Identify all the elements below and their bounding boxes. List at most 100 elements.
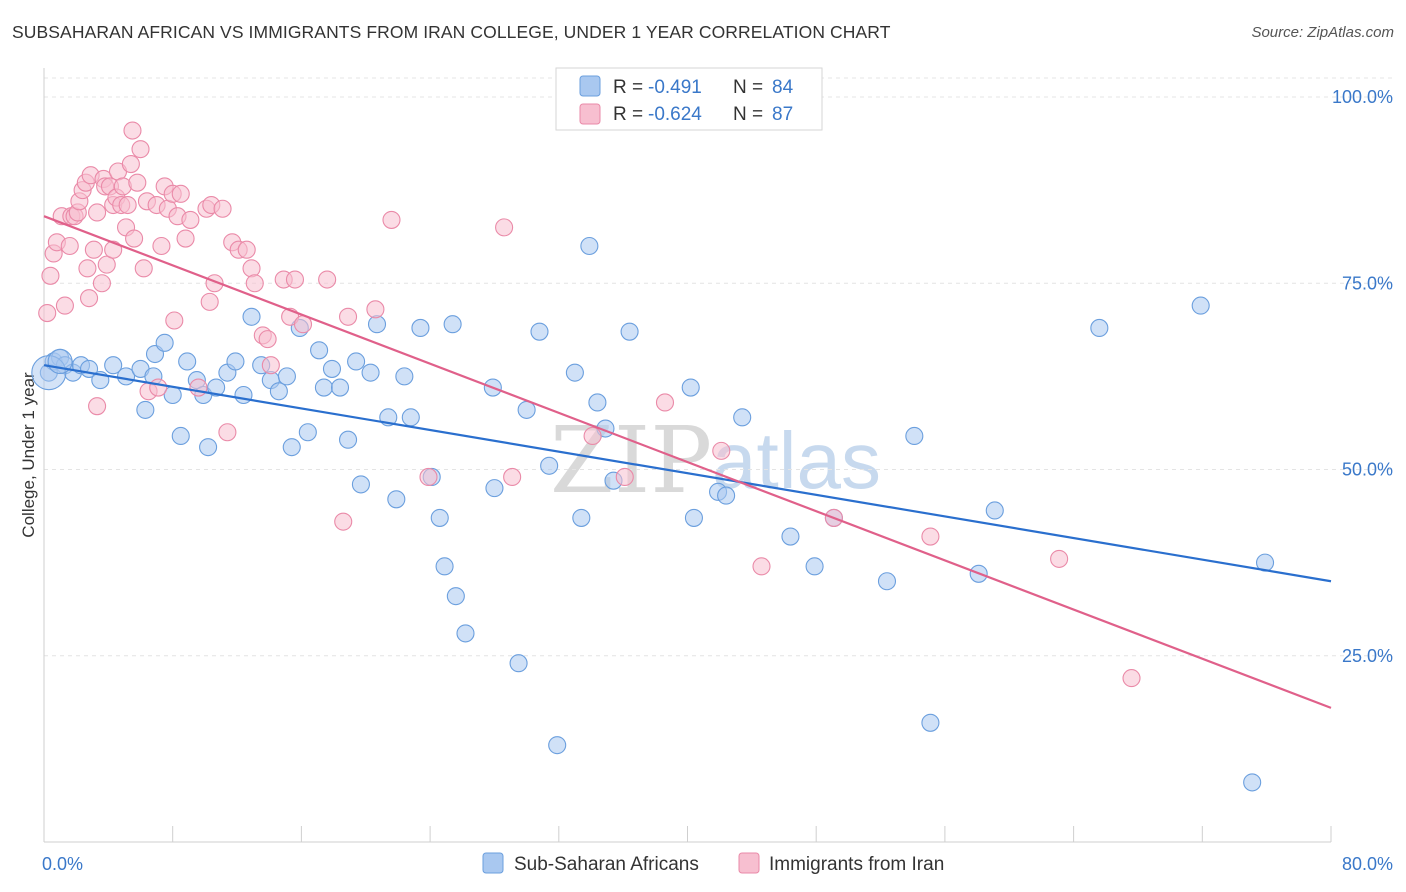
series-legend-label-pink: Immigrants from Iran	[769, 854, 944, 875]
point-1-82	[752, 557, 771, 576]
point-0-37	[339, 430, 358, 449]
point-0-17	[178, 352, 197, 371]
stats-legend-n-label-2: N =	[733, 104, 763, 125]
gridlines	[44, 77, 1392, 657]
y-tick-label-100: 100.0%	[1332, 87, 1393, 107]
point-1-19	[92, 274, 111, 293]
x-tick-label-max: 80.0%	[1342, 854, 1393, 874]
point-0-21	[207, 378, 226, 397]
point-1-50	[181, 210, 200, 229]
point-1-49	[176, 229, 195, 248]
point-0-67	[681, 378, 700, 397]
x-tick-label-min: 0.0%	[42, 854, 83, 874]
point-1-62	[245, 274, 264, 293]
point-1-34	[125, 229, 144, 248]
point-1-31	[118, 195, 137, 215]
point-0-57	[530, 322, 549, 341]
point-1-64	[258, 330, 277, 349]
point-0-29	[277, 367, 296, 386]
point-1-78	[583, 426, 602, 446]
point-0-28	[269, 382, 288, 401]
y-tick-label-50: 50.0%	[1342, 460, 1393, 480]
watermark: ZIP atlas	[550, 407, 881, 514]
watermark-zip: ZIP	[550, 407, 712, 514]
point-1-85	[1050, 549, 1069, 568]
stats-legend-n-label-1: N =	[733, 77, 763, 98]
point-0-66	[620, 322, 639, 341]
point-1-80	[655, 393, 675, 412]
point-1-46	[165, 311, 184, 330]
x-axis-ticks	[43, 826, 1332, 842]
point-0-25	[242, 307, 261, 326]
y-tick-label-75: 75.0%	[1342, 273, 1393, 293]
stats-legend: R = -0.491 N = 84 R = -0.624 N = 87	[555, 67, 823, 131]
y-tick-label-25: 25.0%	[1342, 646, 1393, 666]
point-0-11	[136, 400, 155, 419]
point-1-18	[88, 397, 107, 416]
point-0-63	[588, 393, 607, 412]
stats-legend-r-label-1: R =	[613, 77, 643, 98]
point-0-73	[805, 557, 824, 576]
point-0-82	[1243, 773, 1262, 792]
point-0-54	[485, 479, 504, 498]
point-0-38	[347, 352, 366, 371]
y-axis-tick-labels: 100.0% 75.0% 50.0% 25.0%	[1332, 87, 1393, 666]
stats-legend-n-value-1: 84	[772, 77, 794, 98]
point-1-84	[921, 527, 940, 546]
point-1-86	[1122, 669, 1141, 688]
point-0-35	[322, 359, 342, 378]
stats-legend-r-value-1: -0.491	[648, 77, 702, 98]
point-0-20	[199, 438, 218, 457]
point-1-81	[712, 441, 731, 460]
point-0-8	[104, 356, 123, 375]
trend-lines	[43, 215, 1332, 709]
point-0-44	[395, 367, 414, 386]
point-1-48	[171, 184, 190, 203]
point-0-58	[540, 456, 559, 475]
series-legend-label-blue: Sub-Saharan Africans	[514, 854, 699, 875]
point-0-70	[717, 486, 736, 505]
trend-line-0	[43, 364, 1332, 583]
watermark-atlas: atlas	[712, 416, 881, 505]
y-axis-title: College, Under 1 year	[19, 372, 38, 538]
point-1-42	[152, 236, 171, 256]
point-1-16	[84, 240, 103, 259]
series-legend-swatch-pink	[738, 852, 760, 874]
point-0-77	[921, 713, 940, 732]
point-1-24	[104, 240, 123, 259]
point-1-61	[242, 259, 261, 278]
point-0-76	[905, 426, 924, 446]
point-0-46	[411, 318, 430, 338]
point-1-72	[339, 307, 358, 326]
point-1-6	[60, 236, 79, 256]
point-0-45	[401, 408, 420, 427]
point-1-70	[318, 270, 337, 289]
point-1-65	[261, 356, 280, 375]
point-1-74	[382, 210, 401, 229]
point-0-40	[361, 363, 380, 382]
series-legend: Sub-Saharan Africans Immigrants from Ira…	[482, 852, 944, 875]
stats-legend-r-value-2: -0.624	[648, 104, 702, 125]
point-1-22	[97, 255, 116, 274]
point-1-57	[218, 423, 237, 442]
point-1-56	[213, 199, 232, 218]
point-1-73	[366, 300, 385, 319]
point-0-52	[456, 624, 475, 643]
point-0-34	[314, 378, 333, 397]
point-1-60	[237, 240, 256, 259]
point-1-17	[88, 203, 107, 222]
point-0-36	[330, 378, 350, 397]
point-0-50	[443, 315, 462, 334]
point-1-35	[128, 173, 147, 192]
point-1-71	[334, 512, 353, 531]
series-1-points	[38, 121, 1141, 688]
point-0-43	[387, 490, 406, 509]
point-0-62	[580, 236, 599, 256]
point-1-68	[285, 270, 305, 289]
point-0-80	[1090, 318, 1109, 338]
point-1-75	[419, 467, 438, 487]
point-0-39	[351, 475, 370, 494]
point-0-24	[234, 385, 253, 405]
point-1-79	[615, 467, 634, 487]
series-0-points	[39, 236, 1275, 792]
